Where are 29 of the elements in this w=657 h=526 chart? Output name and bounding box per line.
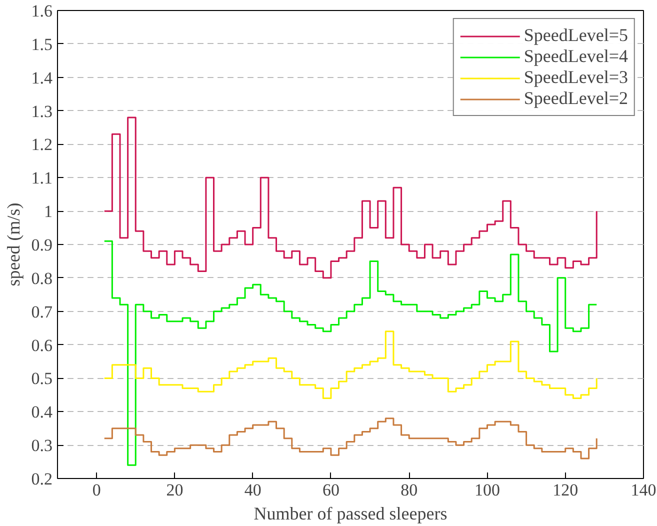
legend-label: SpeedLevel=2 bbox=[524, 88, 628, 109]
x-tick-label: 120 bbox=[552, 480, 578, 500]
y-tick-label: 0.2 bbox=[31, 470, 52, 488]
y-tick-label: 0.5 bbox=[31, 369, 52, 388]
y-tick-label: 1.6 bbox=[31, 2, 52, 20]
y-tick-label: 0.8 bbox=[31, 268, 52, 288]
x-tick-label: 20 bbox=[166, 480, 184, 500]
y-tick-label: 0.9 bbox=[31, 236, 52, 254]
y-tick-label: 1 bbox=[44, 202, 52, 222]
x-tick-label: 100 bbox=[474, 480, 500, 500]
y-tick-label: 0.7 bbox=[31, 302, 53, 322]
y-tick-label: 1.2 bbox=[31, 135, 52, 154]
y-tick-label: 1.5 bbox=[31, 34, 52, 54]
y-tick-label: 0.4 bbox=[31, 402, 53, 422]
y-tick-label: 0.6 bbox=[31, 336, 52, 355]
x-axis-title: Number of passed sleepers bbox=[254, 504, 448, 524]
y-tick-label: 1.1 bbox=[31, 168, 52, 188]
x-tick-label: 0 bbox=[92, 480, 101, 500]
x-tick-label: 60 bbox=[322, 480, 340, 500]
legend-label: SpeedLevel=3 bbox=[524, 67, 628, 88]
y-tick-label: 0.3 bbox=[31, 436, 52, 456]
legend-label: SpeedLevel=4 bbox=[524, 46, 628, 67]
y-tick-label: 1.4 bbox=[31, 68, 53, 88]
x-tick-label: 140 bbox=[630, 480, 656, 500]
x-tick-label: 40 bbox=[244, 480, 262, 500]
y-axis-title: speed (m/s) bbox=[3, 202, 24, 286]
y-tick-label: 1.3 bbox=[31, 102, 52, 121]
legend-label: SpeedLevel=5 bbox=[524, 25, 628, 46]
x-tick-label: 80 bbox=[400, 480, 418, 500]
